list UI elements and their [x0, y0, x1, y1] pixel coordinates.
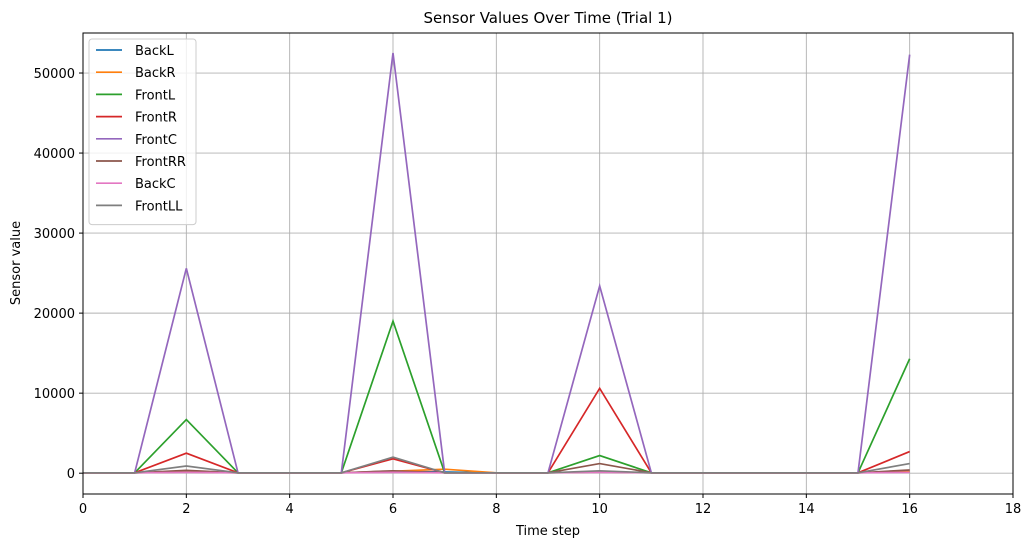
- x-tick-label: 8: [492, 502, 500, 517]
- x-tick-label: 0: [79, 502, 87, 517]
- grid: [82, 33, 1014, 494]
- x-tick-label: 14: [798, 502, 815, 517]
- y-axis-label: Sensor value: [9, 221, 24, 305]
- series-line-frontll: [83, 456, 910, 474]
- plot-frame: [82, 32, 1014, 495]
- series-lines: [83, 52, 911, 474]
- y-tick-label: 0: [67, 467, 75, 482]
- chart-title: Sensor Values Over Time (Trial 1): [424, 9, 673, 27]
- y-tick-label: 50000: [34, 67, 75, 82]
- x-tick-label: 2: [182, 502, 190, 517]
- x-tick-label: 10: [591, 502, 608, 517]
- y-tick-label: 30000: [34, 227, 75, 242]
- x-tick-label: 16: [901, 502, 918, 517]
- x-axis: 0 2 4 6 8 10 12 14 16 18: [79, 494, 1021, 517]
- legend: BackL BackR FrontL FrontR FrontC FrontRR BackC…: [88, 38, 197, 226]
- y-tick-label: 10000: [34, 387, 75, 402]
- x-tick-label: 12: [695, 502, 712, 517]
- y-axis: 0 10000 20000 30000 40000 50000: [34, 67, 83, 482]
- legend-label-frontrr: FrontRR: [135, 155, 186, 170]
- x-tick-label: 4: [286, 502, 294, 517]
- legend-label-frontr: FrontR: [135, 111, 177, 126]
- legend-label-frontc: FrontC: [135, 133, 177, 148]
- legend-label-backl: BackL: [135, 44, 175, 59]
- x-axis-label: Time step: [515, 524, 580, 539]
- legend-box: [88, 38, 197, 226]
- legend-label-backr: BackR: [135, 66, 176, 81]
- legend-label-backc: BackC: [135, 177, 176, 192]
- y-tick-label: 20000: [34, 307, 75, 322]
- legend-label-frontl: FrontL: [135, 88, 176, 103]
- legend-label-frontll: FrontLL: [135, 199, 183, 214]
- x-tick-label: 18: [1005, 502, 1022, 517]
- y-tick-label: 40000: [34, 147, 75, 162]
- x-tick-label: 6: [389, 502, 397, 517]
